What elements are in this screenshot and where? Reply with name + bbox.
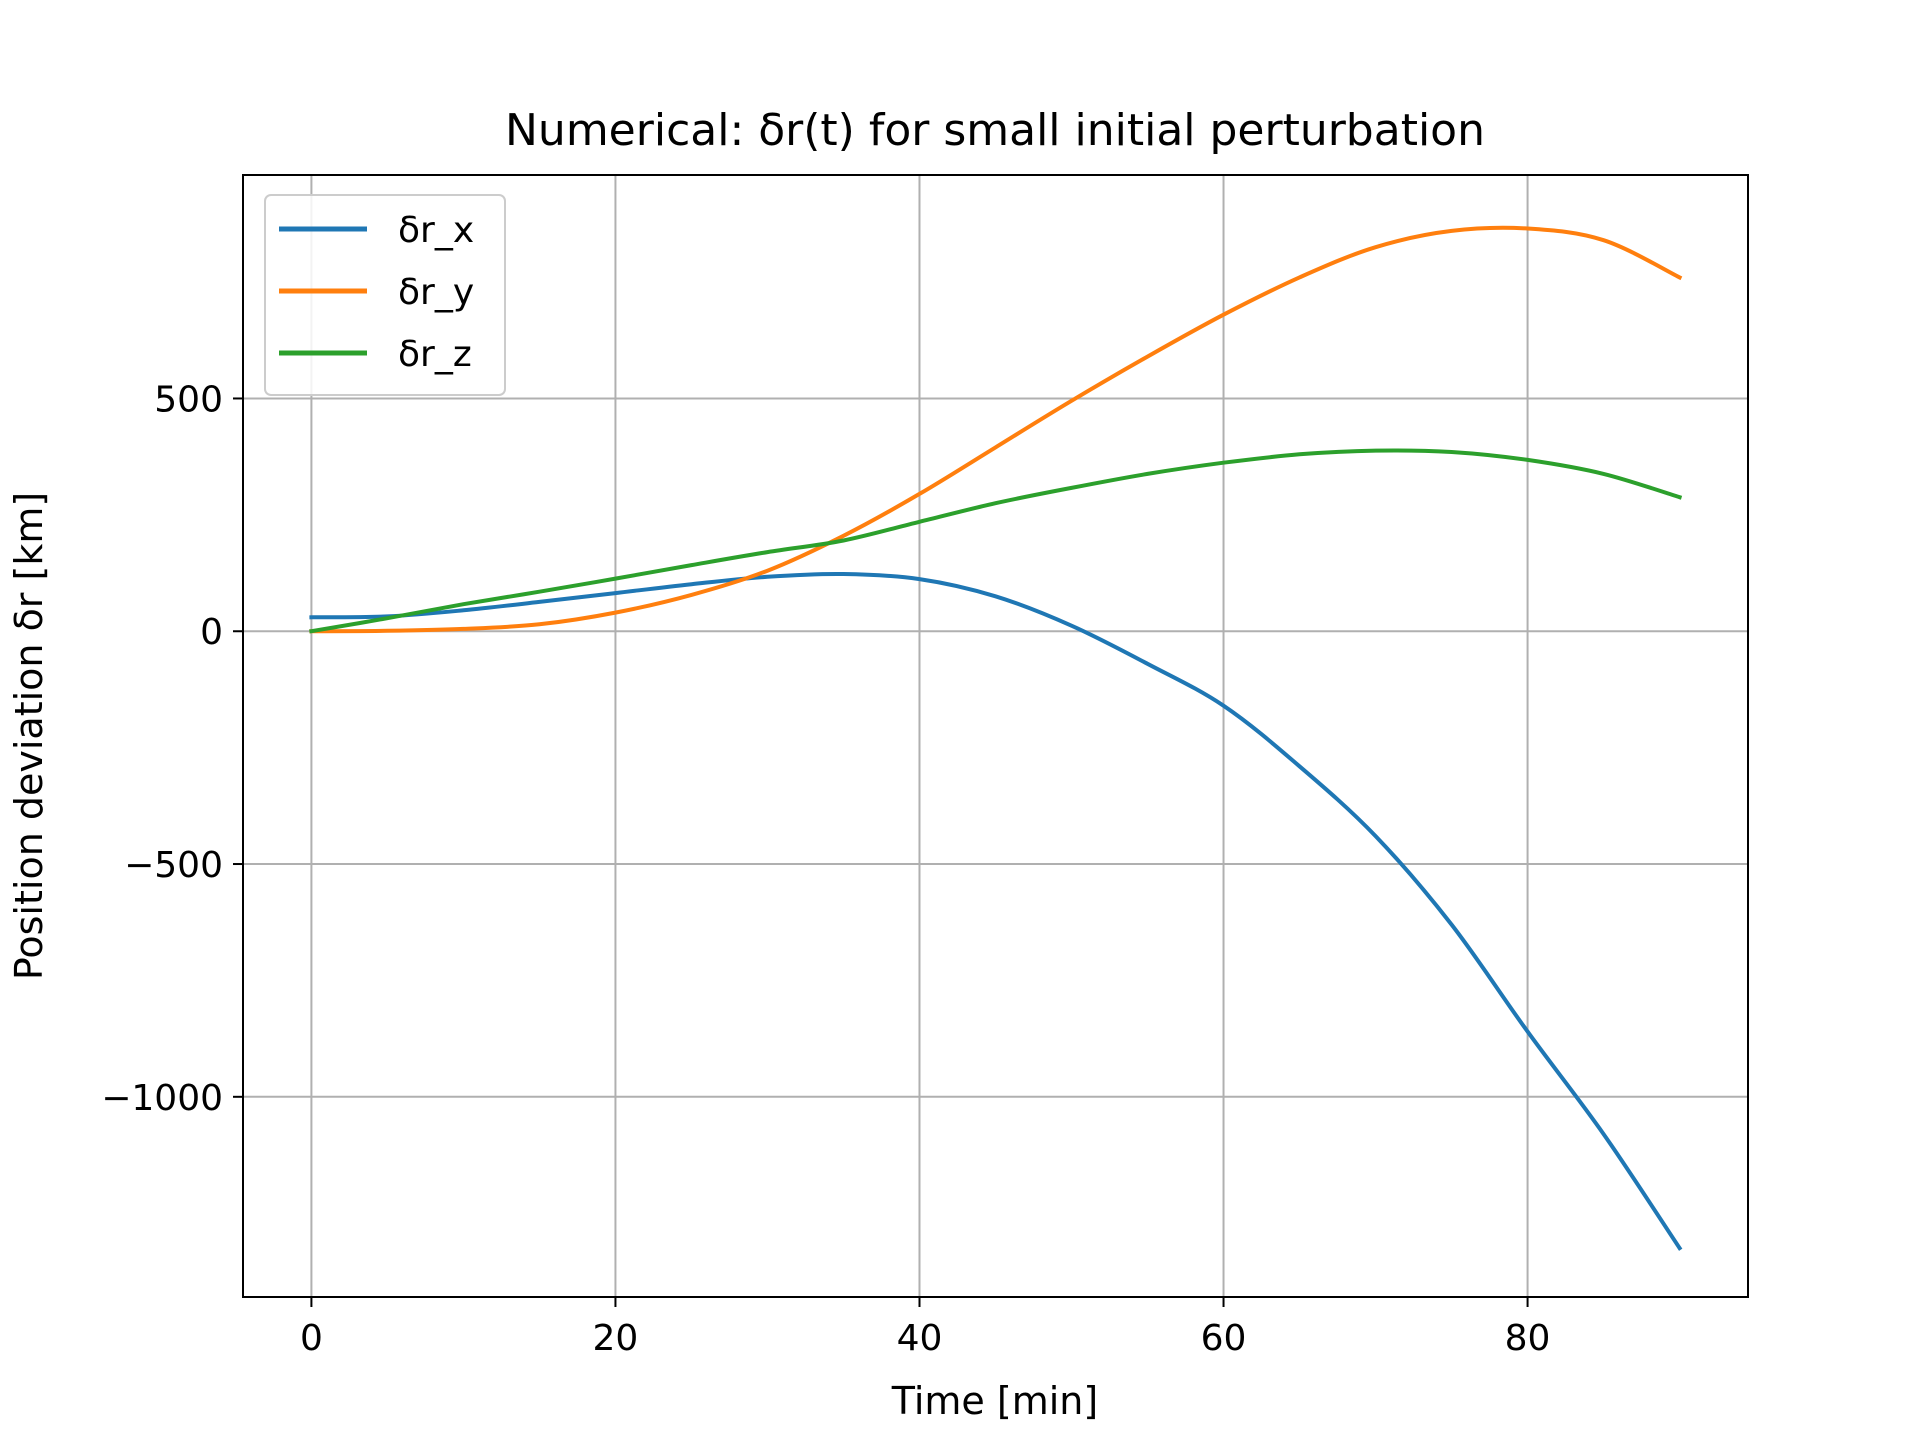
y-tick-label: −500 bbox=[124, 845, 223, 886]
legend-label-1: δr_x bbox=[398, 210, 474, 251]
x-tick-label: 80 bbox=[1505, 1318, 1551, 1359]
x-axis-label: Time [min] bbox=[891, 1379, 1098, 1423]
x-tick-label: 60 bbox=[1201, 1318, 1247, 1359]
chart-title: Numerical: δr(t) for small initial pertu… bbox=[505, 105, 1485, 156]
series-line-2 bbox=[309, 225, 1683, 634]
legend-label-3: δr_z bbox=[398, 334, 472, 375]
legend-box bbox=[264, 194, 506, 396]
series-lines bbox=[309, 225, 1683, 1251]
y-tick-label: −1000 bbox=[101, 1078, 223, 1119]
grid bbox=[243, 175, 1748, 1297]
x-tick-label: 20 bbox=[593, 1318, 639, 1359]
legend: δr_x δr_y δr_z bbox=[264, 194, 506, 396]
y-tick-label: 500 bbox=[154, 379, 223, 420]
legend-label-2: δr_y bbox=[398, 272, 474, 313]
y-tick-label: 0 bbox=[200, 612, 223, 653]
y-axis-label: Position deviation δr [km] bbox=[7, 492, 51, 980]
x-tick-label: 40 bbox=[897, 1318, 943, 1359]
series-line-3 bbox=[309, 448, 1683, 634]
plot-area-frame bbox=[242, 174, 1749, 1298]
series-line-1 bbox=[309, 571, 1683, 1251]
axis-ticks: 0 20 40 60 80 −1000 −500 0 500 bbox=[101, 379, 1550, 1359]
x-tick-label: 0 bbox=[300, 1318, 323, 1359]
